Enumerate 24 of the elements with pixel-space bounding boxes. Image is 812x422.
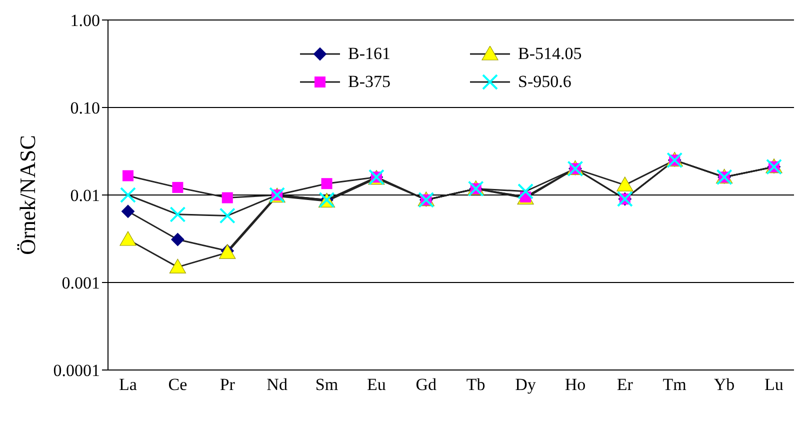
x-tick-label: Ce [168, 375, 188, 394]
y-tick-label: 0.0001 [53, 361, 100, 380]
x-tick-label: Tm [662, 375, 686, 394]
x-tick-label: Eu [367, 375, 386, 394]
x-tick-label: Gd [416, 375, 438, 394]
y-tick-label: 0.01 [70, 186, 100, 206]
y-tick-label: 0.10 [70, 98, 100, 118]
x-tick-label: Yb [714, 375, 735, 394]
y-tick-label: 0.001 [62, 274, 100, 293]
legend-label: S-950.6 [518, 72, 572, 92]
x-tick-label: Pr [220, 375, 236, 394]
x-tick-label: Er [616, 375, 634, 394]
x-tick-label: La [119, 375, 138, 394]
legend-label: B-375 [348, 72, 390, 92]
x-tick-label: Lu [764, 375, 784, 394]
x-tick-label: Sm [315, 375, 338, 394]
y-axis-title: Örnek/NASC [14, 135, 40, 255]
y-tick-label: 1.00 [70, 11, 100, 30]
x-tick-label: Nd [266, 375, 288, 394]
legend-label: B-514.05 [518, 44, 582, 64]
x-tick-label: Dy [515, 375, 536, 394]
x-tick-label: Tb [466, 375, 486, 394]
legend-label: B-161 [348, 44, 390, 64]
x-tick-label: Ho [564, 375, 586, 394]
